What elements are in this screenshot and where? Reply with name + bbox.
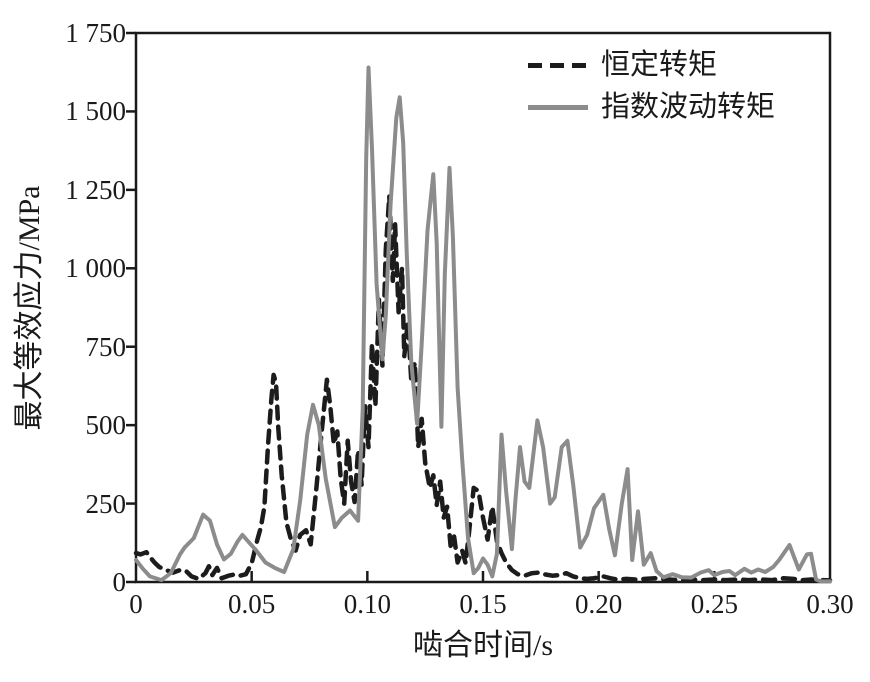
x-axis-label: 啮合时间/s bbox=[412, 629, 553, 662]
legend: 恒定转矩 指数波动转矩 bbox=[528, 44, 775, 128]
legend-item-exponential-torque: 指数波动转矩 bbox=[528, 86, 775, 128]
y-axis-label: 最大等效应力/MPa bbox=[13, 185, 46, 431]
x-tick-label: 0.15 bbox=[459, 589, 507, 619]
y-tick-label: 750 bbox=[85, 331, 127, 362]
x-tick-label: 0.05 bbox=[228, 589, 276, 619]
dashed-line-sample bbox=[528, 62, 588, 68]
series-line-1 bbox=[134, 65, 832, 584]
x-tick-label: 0.25 bbox=[690, 589, 738, 619]
y-tick-label: 1 000 bbox=[65, 253, 126, 284]
y-tick-label: 1 250 bbox=[65, 174, 126, 205]
y-tick-label: 250 bbox=[85, 488, 127, 519]
legend-item-constant-torque: 恒定转矩 bbox=[528, 44, 775, 86]
x-tick-label: 0 bbox=[129, 589, 143, 619]
legend-label: 指数波动转矩 bbox=[601, 91, 776, 123]
y-tick-label: 1 500 bbox=[65, 96, 126, 127]
legend-label: 恒定转矩 bbox=[601, 49, 718, 81]
y-tick-label: 500 bbox=[85, 410, 127, 441]
x-tick-label: 0.20 bbox=[575, 589, 623, 619]
solid-line-sample bbox=[528, 104, 588, 110]
y-tick-label: 1 750 bbox=[65, 18, 126, 48]
x-tick-label: 0.30 bbox=[806, 589, 854, 619]
y-tick-label: 0 bbox=[112, 567, 127, 597]
x-tick-label: 0.10 bbox=[343, 589, 391, 619]
series-line-0 bbox=[133, 193, 833, 583]
